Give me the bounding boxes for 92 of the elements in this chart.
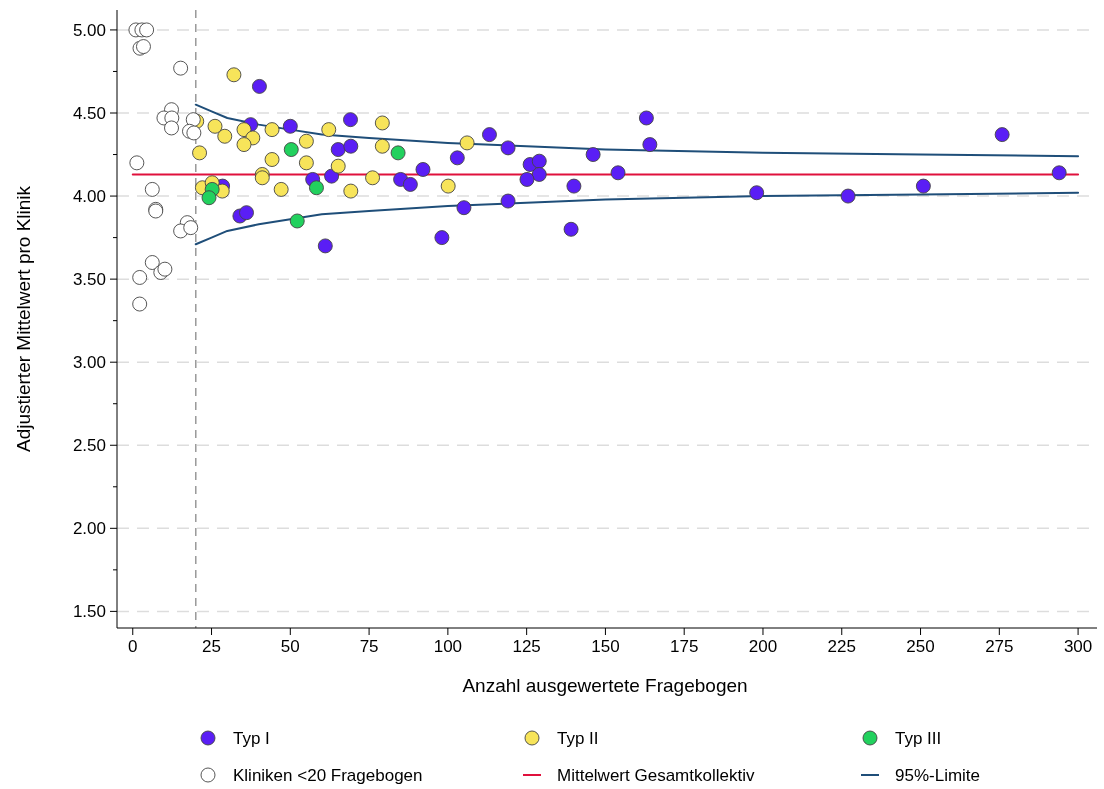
point [201, 190, 217, 206]
x-tick-label: 150 [591, 637, 620, 656]
point [264, 122, 280, 138]
point [915, 178, 931, 194]
point [298, 133, 314, 149]
point [482, 127, 497, 143]
point [226, 67, 242, 83]
point [139, 22, 155, 38]
x-tick-label: 300 [1063, 637, 1093, 656]
point [283, 142, 299, 157]
x-tick-label: 275 [985, 637, 1014, 656]
legend-label: Typ I [233, 729, 270, 748]
point [531, 167, 547, 182]
legend-label: Typ II [557, 729, 599, 748]
point [207, 118, 223, 134]
point [434, 230, 450, 246]
point [456, 200, 472, 216]
point [309, 180, 324, 196]
point [840, 188, 856, 204]
legend-label: Kliniken <20 Fragebogen [233, 766, 423, 785]
point [185, 112, 201, 128]
point [330, 158, 346, 174]
point [1051, 165, 1067, 181]
point [317, 238, 333, 254]
y-tick-label: 2.50 [72, 436, 106, 456]
point [251, 78, 267, 94]
x-tick-label: 50 [280, 637, 300, 656]
x-tick-label: 0 [128, 637, 138, 656]
point [374, 138, 390, 154]
x-tick-label: 125 [512, 637, 541, 656]
x-tick-label: 100 [433, 637, 463, 656]
point [563, 221, 579, 237]
legend-label: Typ III [895, 729, 942, 748]
point [343, 112, 358, 128]
legend-label: Mittelwert Gesamtkollektiv [557, 766, 755, 785]
point [343, 138, 359, 154]
y-tick-label: 3.00 [72, 353, 106, 373]
y-tick-label: 2.00 [72, 519, 106, 539]
x-tick-label: 175 [670, 637, 699, 656]
y-tick-label: 4.00 [72, 187, 106, 207]
x-tick-label: 25 [202, 637, 221, 656]
point [236, 122, 252, 138]
point [254, 170, 270, 186]
point [390, 145, 406, 161]
point [183, 220, 199, 236]
y-tick-label: 5.00 [72, 20, 106, 40]
legend-label: 95%-Limite [895, 766, 981, 785]
point [217, 128, 233, 144]
point [236, 137, 252, 153]
point [610, 165, 626, 181]
point [192, 145, 208, 161]
x-tick-label: 250 [906, 637, 935, 656]
point [132, 270, 148, 285]
x-tick-label: 200 [748, 637, 778, 656]
y-tick-label: 1.50 [72, 602, 106, 622]
point [402, 176, 418, 192]
point [186, 125, 202, 141]
line-series [194, 103, 1080, 158]
point [273, 181, 289, 197]
point [282, 118, 298, 134]
x-tick-label: 75 [359, 637, 379, 656]
point [531, 153, 547, 169]
point [164, 120, 179, 136]
point [585, 147, 601, 162]
point [321, 122, 337, 138]
point [994, 127, 1010, 143]
point [749, 185, 765, 201]
point [289, 213, 305, 229]
point [374, 115, 390, 131]
x-tick-label: 225 [827, 637, 856, 656]
point [136, 39, 151, 54]
point [440, 178, 456, 194]
point [642, 137, 658, 153]
y-axis-title: Adjustierter Mittelwert pro Klinik [13, 185, 34, 453]
point [343, 183, 359, 199]
point [449, 150, 465, 166]
point [298, 155, 314, 171]
point [638, 110, 654, 126]
x-axis-title: Anzahl ausgewertete Fragebogen [462, 675, 748, 696]
point [239, 205, 254, 221]
point [415, 162, 431, 177]
point [459, 135, 475, 151]
y-tick-label: 4.50 [72, 104, 106, 123]
point [365, 170, 381, 186]
point [500, 140, 516, 156]
y-tick-label: 3.50 [72, 270, 106, 290]
point [264, 152, 280, 167]
point [330, 142, 346, 157]
point [519, 172, 535, 187]
point [157, 261, 173, 277]
point [566, 178, 582, 194]
point [500, 193, 516, 209]
